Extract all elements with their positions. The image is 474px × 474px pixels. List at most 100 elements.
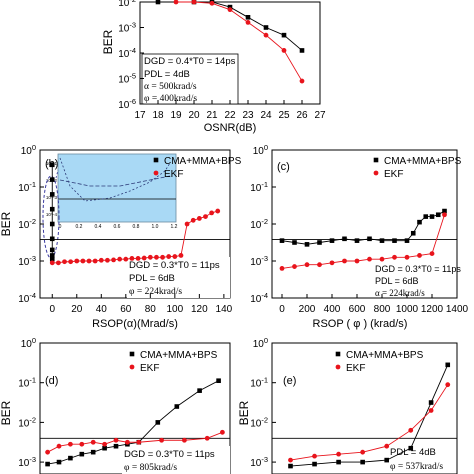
legend-label-ekf: EKF bbox=[346, 363, 365, 374]
cma-data-point bbox=[342, 236, 347, 242]
y-tick-label: 100 bbox=[253, 143, 268, 157]
ekf-data-point bbox=[68, 259, 74, 265]
ekf-data-point bbox=[173, 0, 179, 5]
y-axis-label: BER bbox=[0, 211, 13, 236]
inset-tick: 10^-4 bbox=[46, 212, 58, 217]
x-tick-label: 0 bbox=[49, 304, 55, 315]
cma-data-point bbox=[49, 236, 55, 242]
cma-data-point bbox=[90, 449, 96, 455]
cma-data-point bbox=[428, 400, 434, 405]
ekf-data-point bbox=[90, 439, 96, 445]
ekf-data-point bbox=[135, 256, 141, 261]
cma-data-point bbox=[113, 443, 119, 449]
ekf-data-point bbox=[312, 453, 317, 459]
x-tick-label: 18 bbox=[152, 110, 164, 121]
ekf-data-point bbox=[102, 441, 107, 447]
y-axis-label: BER bbox=[101, 29, 115, 54]
x-tick-label: 19 bbox=[170, 110, 182, 121]
x-tick-label: 20 bbox=[188, 110, 200, 121]
cma-data-point bbox=[45, 461, 50, 467]
x-tick-label: 25 bbox=[278, 110, 290, 121]
annotation-box: DGD = 0.4*T0 = 14ps PDL = 4dB α = 500kra… bbox=[141, 53, 239, 105]
annotation-box: DGD = 0.3*T0 = 11ps PDL = 6dB α = 224kra… bbox=[374, 257, 461, 298]
ekf-data-point bbox=[329, 260, 335, 266]
cma-data-point bbox=[336, 459, 341, 465]
ekf-data-point bbox=[79, 441, 85, 447]
inset-trend-line bbox=[59, 175, 171, 187]
inset-tick: 0.2 bbox=[76, 224, 83, 230]
legend-label-cma: CMA+MMA+BPS bbox=[164, 156, 242, 167]
plot-frame bbox=[271, 342, 458, 474]
ekf-data-point bbox=[367, 256, 372, 262]
cma-data-point bbox=[288, 463, 293, 469]
y-tick-label: 10-2 bbox=[18, 415, 36, 429]
legend-marker-cma bbox=[373, 157, 379, 163]
plot-frame bbox=[39, 342, 231, 474]
ekf-series-line bbox=[176, 1, 303, 82]
legend-label-cma: CMA+MMA+BPS bbox=[384, 156, 462, 167]
annotation-line: α = 500krad/s bbox=[144, 82, 197, 92]
ekf-data-point bbox=[56, 443, 62, 449]
legend-label-ekf: EKF bbox=[384, 169, 403, 180]
y-tick-label: 10-3 bbox=[118, 21, 136, 35]
cma-data-point bbox=[312, 461, 317, 467]
cma-data-point bbox=[281, 32, 287, 38]
x-tick-label: 800 bbox=[374, 304, 391, 315]
cma-data-point bbox=[56, 459, 62, 465]
ekf-data-point bbox=[196, 216, 202, 221]
cma-data-point bbox=[102, 445, 107, 451]
cma-data-point bbox=[354, 238, 360, 243]
cma-data-point bbox=[245, 15, 251, 20]
legend-label-cma: CMA+MMA+BPS bbox=[140, 350, 218, 361]
ekf-data-point bbox=[92, 258, 98, 264]
panel-c: (c) RSOP ( φ ) (krad/s) DGD = 0.3*T0 = 1… bbox=[250, 143, 468, 330]
ekf-data-point bbox=[62, 259, 67, 265]
x-tick-label: 17 bbox=[134, 110, 146, 121]
ekf-data-point bbox=[227, 7, 233, 13]
ekf-data-point bbox=[417, 253, 422, 258]
legend-marker-cma bbox=[335, 351, 341, 357]
annotation-line: DGD = 0.4*T0 = 14ps bbox=[144, 56, 236, 67]
cma-data-point bbox=[174, 404, 180, 409]
annotation-line: DGD = 0.3*T0 = 11ps bbox=[375, 264, 461, 274]
y-axis-label: BER bbox=[0, 400, 13, 425]
ekf-data-point bbox=[292, 264, 297, 269]
inset-trend-line bbox=[59, 157, 171, 202]
panel-label: (d) bbox=[45, 375, 58, 387]
x-tick-label: 200 bbox=[299, 304, 316, 315]
cma-data-point bbox=[292, 240, 297, 245]
x-tick-label: 1400 bbox=[446, 304, 469, 315]
cma-data-point bbox=[435, 212, 441, 218]
inset-tick: 0 bbox=[59, 224, 62, 230]
ekf-data-point bbox=[182, 437, 187, 443]
ekf-data-point bbox=[55, 260, 61, 266]
ekf-series-line bbox=[52, 210, 218, 264]
x-axis-label: RSOP ( φ ) (krad/s) bbox=[313, 318, 408, 330]
ekf-data-point bbox=[160, 254, 165, 260]
annotation-box: DGD = 0.3*T0 = 11ps φ = 805krad/s bbox=[122, 446, 230, 474]
ekf-data-point bbox=[317, 262, 322, 268]
cma-data-point bbox=[79, 451, 85, 457]
cma-data-point bbox=[263, 25, 269, 30]
inset-tick: 0.6 bbox=[114, 224, 121, 230]
ekf-data-point bbox=[288, 457, 293, 463]
y-tick-label: 10-3 bbox=[250, 254, 268, 268]
ekf-data-point bbox=[204, 435, 210, 441]
y-tick-label: 10-4 bbox=[118, 46, 136, 60]
legend-label-cma: CMA+MMA+BPS bbox=[346, 350, 424, 361]
ekf-data-point bbox=[245, 20, 251, 25]
cma-data-point bbox=[49, 192, 55, 197]
cma-data-point bbox=[197, 388, 202, 393]
annotation-line: φ = 400krad/s bbox=[144, 94, 197, 104]
ekf-data-point bbox=[442, 212, 447, 218]
cma-data-point bbox=[49, 221, 55, 227]
inset-tick: 10^-3 bbox=[46, 195, 58, 200]
legend-marker-ekf bbox=[373, 170, 379, 176]
cma-data-point bbox=[445, 362, 451, 368]
cma-data-point bbox=[392, 238, 397, 243]
ekf-series-line bbox=[290, 384, 449, 461]
cma-data-point bbox=[417, 219, 422, 225]
cma-data-point bbox=[379, 238, 385, 243]
cma-data-point bbox=[279, 238, 285, 243]
annotation-line: φ = 224krad/s bbox=[129, 287, 182, 297]
